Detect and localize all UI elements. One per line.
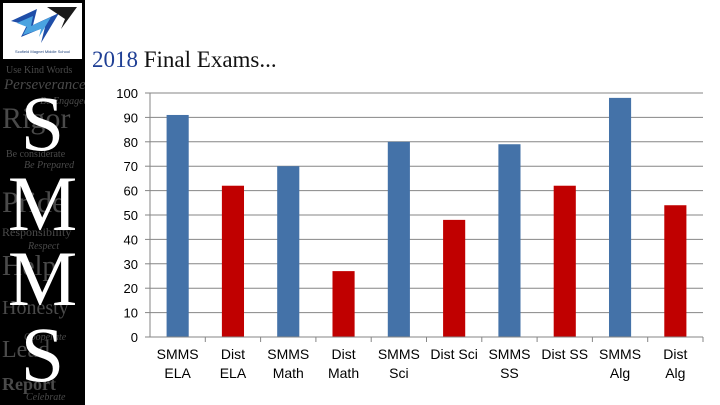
sidebar-letter-s: S [20, 311, 65, 398]
watermark-word: Be considerate [6, 149, 66, 160]
x-axis: SMMS ELA Dist ELA SMMS Math Dist Math SMMS Sci Dis… [150, 336, 704, 381]
sidebar-letter-s: S [20, 80, 65, 167]
bar [664, 205, 687, 337]
y-tick-label: 20 [124, 281, 138, 296]
watermark-word: Responsibility [2, 225, 72, 239]
logo-caption: Scofield Magnet Middle School [15, 49, 70, 54]
bar [608, 97, 632, 337]
y-tick-label: 30 [124, 257, 138, 272]
x-category-label: Sci [389, 365, 408, 381]
bars [166, 97, 687, 338]
y-axis: 0 10 20 30 40 50 60 70 80 90 100 [116, 86, 151, 345]
watermark-word: Respect [28, 241, 60, 252]
x-category-label: Dist [331, 346, 355, 362]
watermark-word: Rigor [2, 102, 71, 135]
y-tick-label: 10 [124, 306, 138, 321]
watermark-word: Help [2, 251, 57, 282]
y-tick-label: 90 [124, 110, 138, 125]
x-category-label: Dist SS [541, 346, 588, 362]
watermark-word: Honesty [2, 297, 69, 319]
x-category-label: Alg [610, 365, 630, 381]
watermark-word: Lead [2, 337, 50, 363]
sidebar: Scofield Magnet Middle School Use Kind W… [0, 0, 85, 405]
y-tick-label: 50 [124, 208, 138, 223]
bar [553, 185, 576, 337]
x-category-label: SMMS [599, 346, 641, 362]
title-text: Final Exams... [138, 47, 277, 72]
y-tick-label: 70 [124, 159, 138, 174]
watermark-word: Perseverance [4, 77, 85, 93]
x-category-label: ELA [220, 365, 247, 381]
x-category-label: ELA [164, 365, 191, 381]
sidebar-letter-m: M [7, 160, 78, 247]
x-category-label: SMMS [157, 346, 199, 362]
y-tick-label: 0 [131, 330, 138, 345]
x-category-label: Math [328, 365, 359, 381]
watermark-word: Pride [2, 186, 66, 219]
x-category-label: Dist [663, 346, 687, 362]
bar [277, 166, 300, 337]
title-year: 2018 [92, 47, 138, 72]
watermark-word: Cooperate [24, 332, 67, 343]
y-tick-label: 80 [124, 135, 138, 150]
x-category-label: Math [273, 365, 304, 381]
school-logo: Scofield Magnet Middle School [3, 3, 82, 59]
y-tick-label: 40 [124, 232, 138, 247]
bar [221, 185, 245, 337]
bar [166, 114, 189, 338]
x-category-label: SMMS [378, 346, 420, 362]
lightning-logo-icon [11, 7, 77, 43]
watermark-word: Be Prepared [24, 160, 75, 171]
x-category-label: Dist [221, 346, 245, 362]
bar [332, 271, 355, 337]
bar [387, 141, 410, 337]
watermark-word: Report [2, 374, 56, 394]
x-category-label: Alg [665, 365, 685, 381]
watermark-word: Be Engaged [40, 96, 85, 107]
y-tick-label: 60 [124, 184, 138, 199]
x-category-label: Dist Sci [430, 346, 477, 362]
slide-title: 2018 Final Exams... [92, 47, 277, 73]
bar [443, 219, 466, 337]
sidebar-letter-m: M [7, 235, 78, 322]
watermark-word: Celebrate [26, 392, 66, 403]
watermark-word: Use Kind Words [6, 65, 73, 76]
x-category-label: SMMS [267, 346, 309, 362]
x-category-label: SMMS [488, 346, 530, 362]
x-category-label: SS [500, 365, 519, 381]
bar [498, 144, 521, 337]
y-tick-label: 100 [116, 86, 138, 101]
